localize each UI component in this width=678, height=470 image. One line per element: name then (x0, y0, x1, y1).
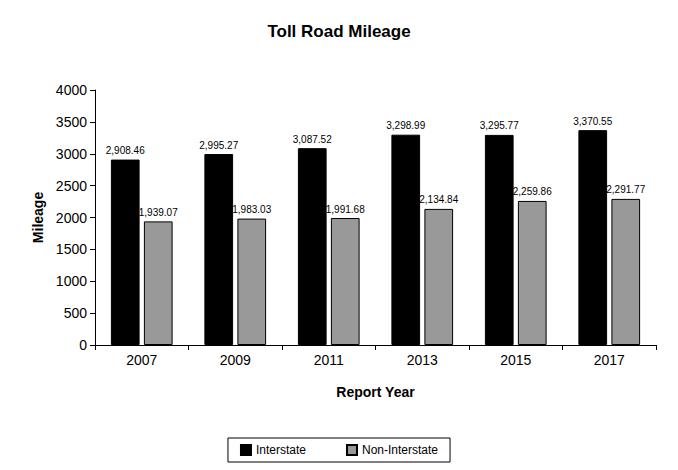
svg-text:2000: 2000 (56, 210, 87, 226)
svg-text:4000: 4000 (56, 82, 87, 98)
svg-text:3,295.77: 3,295.77 (480, 120, 519, 131)
svg-text:Toll Road Mileage: Toll Road Mileage (267, 22, 410, 41)
svg-text:2,995.27: 2,995.27 (199, 140, 238, 151)
svg-text:Report Year: Report Year (336, 384, 415, 400)
svg-text:2500: 2500 (56, 178, 87, 194)
svg-text:Interstate: Interstate (256, 443, 306, 457)
svg-text:3,087.52: 3,087.52 (293, 134, 332, 145)
svg-text:500: 500 (64, 305, 88, 321)
svg-text:1,991.68: 1,991.68 (326, 204, 365, 215)
svg-text:0: 0 (79, 337, 87, 353)
svg-text:2,134.84: 2,134.84 (419, 194, 458, 205)
svg-text:1000: 1000 (56, 273, 87, 289)
svg-text:2017: 2017 (594, 352, 625, 368)
svg-text:3500: 3500 (56, 114, 87, 130)
svg-text:3000: 3000 (56, 146, 87, 162)
svg-text:1,939.07: 1,939.07 (139, 207, 178, 218)
svg-text:2,259.86: 2,259.86 (513, 186, 552, 197)
svg-text:2015: 2015 (500, 352, 531, 368)
svg-text:2,908.46: 2,908.46 (106, 145, 145, 156)
svg-text:2011: 2011 (314, 352, 344, 368)
svg-text:2013: 2013 (407, 352, 438, 368)
svg-text:1500: 1500 (56, 241, 87, 257)
svg-text:3,298.99: 3,298.99 (386, 120, 425, 131)
svg-text:2009: 2009 (220, 352, 251, 368)
svg-text:3,370.55: 3,370.55 (573, 116, 612, 127)
svg-text:Non-Interstate: Non-Interstate (362, 443, 438, 457)
svg-text:2007: 2007 (126, 352, 157, 368)
svg-text:Mileage: Mileage (30, 192, 46, 244)
svg-text:1,983.03: 1,983.03 (232, 204, 271, 215)
svg-text:2,291.77: 2,291.77 (606, 184, 645, 195)
